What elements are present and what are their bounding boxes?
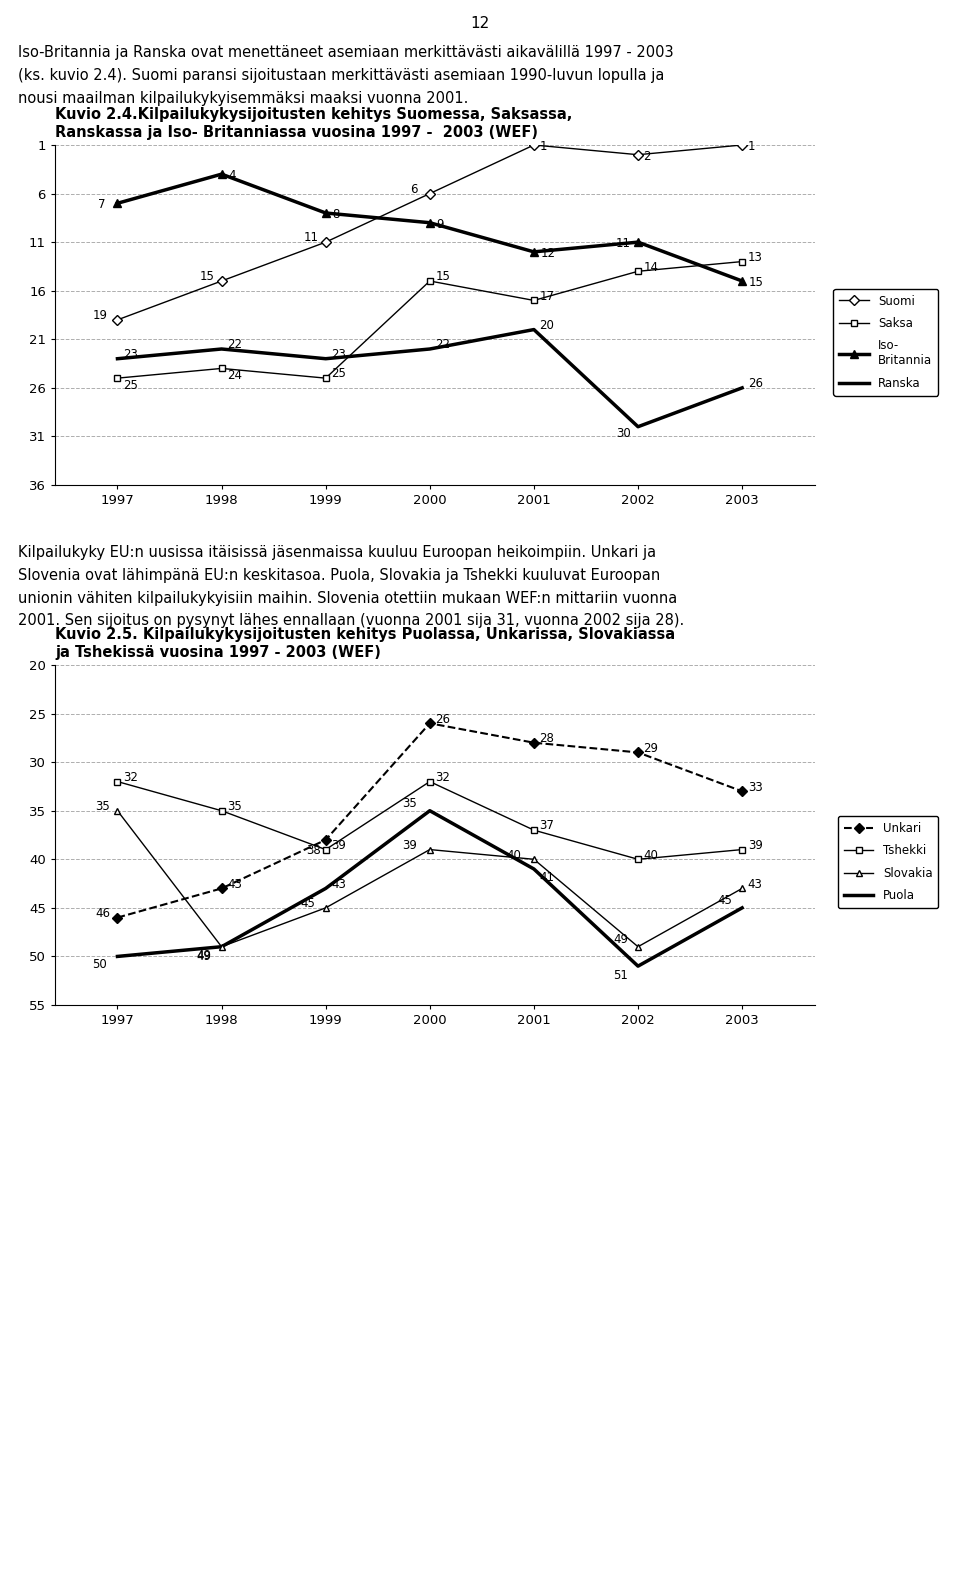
Text: 37: 37 <box>540 819 554 833</box>
Text: 40: 40 <box>506 849 521 862</box>
Text: 15: 15 <box>200 270 214 284</box>
Text: 15: 15 <box>435 270 450 284</box>
Text: 43: 43 <box>748 878 762 890</box>
Text: 7: 7 <box>98 198 106 211</box>
Text: 22: 22 <box>228 338 242 351</box>
Text: 12: 12 <box>470 16 490 32</box>
Text: 12: 12 <box>540 246 556 260</box>
Text: 2: 2 <box>643 149 651 162</box>
Text: 45: 45 <box>717 895 732 908</box>
Text: 23: 23 <box>123 348 138 362</box>
Legend: Suomi, Saksa, Iso-
Britannia, Ranska: Suomi, Saksa, Iso- Britannia, Ranska <box>833 289 938 395</box>
Text: 20: 20 <box>540 319 554 332</box>
Text: 15: 15 <box>749 276 764 289</box>
Text: 13: 13 <box>748 251 762 263</box>
Text: 26: 26 <box>748 378 762 390</box>
Text: Kuvio 2.5. Kilpailukykysijoitusten kehitys Puolassa, Unkarissa, Slovakiassa
ja T: Kuvio 2.5. Kilpailukykysijoitusten kehit… <box>55 627 675 660</box>
Text: 32: 32 <box>123 771 138 784</box>
Text: Kuvio 2.4.Kilpailukykysijoitusten kehitys Suomessa, Saksassa,
Ranskassa ja Iso- : Kuvio 2.4.Kilpailukykysijoitusten kehity… <box>55 108 572 140</box>
Text: 25: 25 <box>123 379 138 392</box>
Text: 50: 50 <box>92 959 108 971</box>
Text: 14: 14 <box>643 260 659 273</box>
Text: 32: 32 <box>435 771 450 784</box>
Text: 43: 43 <box>228 878 242 890</box>
Text: 35: 35 <box>228 800 242 813</box>
Text: 23: 23 <box>331 348 347 362</box>
Text: Kilpailukyky EU:n uusissa itäisissä jäsenmaissa kuuluu Euroopan heikoimpiin. Unk: Kilpailukyky EU:n uusissa itäisissä jäse… <box>18 544 684 628</box>
Text: 1: 1 <box>748 140 756 152</box>
Legend: Unkari, Tshekki, Slovakia, Puola: Unkari, Tshekki, Slovakia, Puola <box>838 816 938 908</box>
Text: 41: 41 <box>540 871 555 884</box>
Text: 33: 33 <box>748 781 762 794</box>
Text: 35: 35 <box>95 800 110 813</box>
Text: 49: 49 <box>613 933 628 946</box>
Text: 29: 29 <box>643 741 659 755</box>
Text: 39: 39 <box>331 840 347 852</box>
Text: 46: 46 <box>95 906 110 920</box>
Text: 39: 39 <box>402 840 417 852</box>
Text: 24: 24 <box>228 368 242 382</box>
Text: 8: 8 <box>332 208 340 221</box>
Text: 49: 49 <box>197 949 211 962</box>
Text: 25: 25 <box>331 368 347 381</box>
Text: 45: 45 <box>300 897 316 911</box>
Text: 19: 19 <box>92 309 108 322</box>
Text: 26: 26 <box>435 713 450 725</box>
Text: 38: 38 <box>306 844 321 857</box>
Text: 11: 11 <box>303 232 319 244</box>
Text: 28: 28 <box>540 732 554 744</box>
Text: 40: 40 <box>643 849 659 862</box>
Text: Iso-Britannia ja Ranska ovat menettäneet asemiaan merkittävästi aikavälillä 1997: Iso-Britannia ja Ranska ovat menettäneet… <box>18 44 674 106</box>
Text: 11: 11 <box>615 236 631 251</box>
Text: 39: 39 <box>748 840 762 852</box>
Text: 30: 30 <box>615 427 631 440</box>
Text: 9: 9 <box>437 217 444 230</box>
Text: 35: 35 <box>402 797 417 811</box>
Text: 4: 4 <box>228 170 236 183</box>
Text: 6: 6 <box>410 183 418 195</box>
Text: 17: 17 <box>540 290 555 303</box>
Text: 51: 51 <box>613 970 628 982</box>
Text: 1: 1 <box>540 140 547 152</box>
Text: 22: 22 <box>435 338 450 351</box>
Text: 43: 43 <box>331 878 347 890</box>
Text: 49: 49 <box>197 951 211 963</box>
